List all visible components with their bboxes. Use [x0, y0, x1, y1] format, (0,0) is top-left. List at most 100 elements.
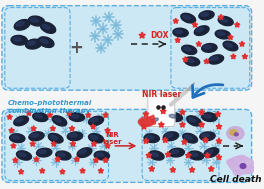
Ellipse shape [35, 114, 42, 118]
Polygon shape [146, 152, 152, 158]
Polygon shape [162, 137, 168, 143]
Ellipse shape [225, 43, 232, 47]
Ellipse shape [167, 113, 182, 122]
Ellipse shape [96, 153, 104, 156]
Ellipse shape [88, 116, 103, 125]
Ellipse shape [17, 151, 31, 160]
Polygon shape [69, 126, 75, 131]
Polygon shape [105, 128, 110, 133]
Ellipse shape [40, 39, 48, 43]
Text: NIR
laser: NIR laser [102, 132, 122, 145]
Ellipse shape [217, 32, 225, 36]
Polygon shape [199, 122, 205, 127]
Ellipse shape [149, 116, 164, 126]
Ellipse shape [186, 59, 194, 62]
Ellipse shape [40, 22, 56, 33]
Ellipse shape [215, 30, 230, 39]
Ellipse shape [234, 133, 238, 136]
Polygon shape [149, 166, 155, 171]
Ellipse shape [233, 170, 241, 176]
FancyBboxPatch shape [5, 8, 70, 88]
FancyBboxPatch shape [142, 111, 219, 180]
Polygon shape [208, 166, 214, 171]
Ellipse shape [204, 148, 219, 157]
FancyBboxPatch shape [5, 111, 109, 180]
Ellipse shape [39, 150, 46, 153]
Ellipse shape [245, 166, 254, 173]
Polygon shape [143, 111, 149, 117]
Ellipse shape [181, 13, 196, 23]
Polygon shape [139, 32, 145, 38]
Ellipse shape [48, 133, 63, 143]
Ellipse shape [38, 37, 54, 47]
Polygon shape [180, 109, 185, 115]
FancyArrowPatch shape [192, 85, 223, 97]
Polygon shape [7, 114, 12, 119]
Ellipse shape [12, 136, 19, 139]
Polygon shape [216, 138, 222, 144]
Ellipse shape [28, 41, 36, 45]
Ellipse shape [202, 113, 217, 121]
Ellipse shape [29, 132, 44, 141]
Polygon shape [55, 156, 60, 162]
Polygon shape [165, 151, 171, 157]
Ellipse shape [36, 148, 52, 157]
Ellipse shape [201, 13, 209, 16]
Ellipse shape [149, 151, 164, 160]
Ellipse shape [71, 115, 79, 118]
Ellipse shape [204, 115, 211, 118]
Ellipse shape [199, 11, 214, 20]
Polygon shape [175, 37, 180, 43]
Polygon shape [90, 124, 96, 129]
Polygon shape [67, 110, 72, 115]
Ellipse shape [227, 127, 244, 140]
Polygon shape [86, 112, 91, 118]
Ellipse shape [91, 118, 98, 122]
Ellipse shape [94, 151, 110, 160]
Polygon shape [216, 154, 222, 160]
Polygon shape [158, 122, 164, 127]
Ellipse shape [183, 133, 197, 143]
Ellipse shape [69, 113, 84, 121]
Ellipse shape [175, 30, 182, 33]
Polygon shape [239, 41, 245, 46]
Ellipse shape [209, 55, 224, 64]
Polygon shape [218, 14, 224, 19]
Ellipse shape [173, 28, 188, 37]
Ellipse shape [169, 114, 177, 118]
Ellipse shape [31, 18, 39, 22]
Ellipse shape [188, 118, 196, 122]
Polygon shape [60, 169, 65, 174]
Polygon shape [51, 141, 56, 146]
Polygon shape [30, 141, 35, 146]
Ellipse shape [42, 24, 50, 29]
Polygon shape [50, 126, 55, 131]
Polygon shape [80, 168, 85, 173]
Ellipse shape [200, 132, 215, 141]
Polygon shape [228, 34, 233, 40]
Ellipse shape [187, 116, 201, 126]
Ellipse shape [52, 116, 67, 126]
Ellipse shape [69, 134, 77, 137]
Ellipse shape [184, 47, 191, 51]
Polygon shape [13, 157, 18, 163]
Polygon shape [143, 138, 149, 144]
Polygon shape [34, 156, 39, 162]
Ellipse shape [58, 153, 65, 156]
Ellipse shape [26, 39, 42, 49]
Polygon shape [18, 169, 24, 174]
Ellipse shape [29, 16, 45, 26]
Ellipse shape [204, 45, 211, 49]
Ellipse shape [144, 134, 159, 143]
Polygon shape [215, 111, 221, 117]
Ellipse shape [227, 159, 238, 167]
Ellipse shape [196, 28, 204, 32]
Ellipse shape [206, 150, 213, 154]
Ellipse shape [33, 113, 48, 122]
Ellipse shape [67, 132, 83, 141]
Polygon shape [93, 157, 99, 163]
Ellipse shape [202, 134, 209, 137]
Ellipse shape [223, 41, 238, 51]
Ellipse shape [56, 151, 71, 160]
Ellipse shape [16, 22, 24, 26]
